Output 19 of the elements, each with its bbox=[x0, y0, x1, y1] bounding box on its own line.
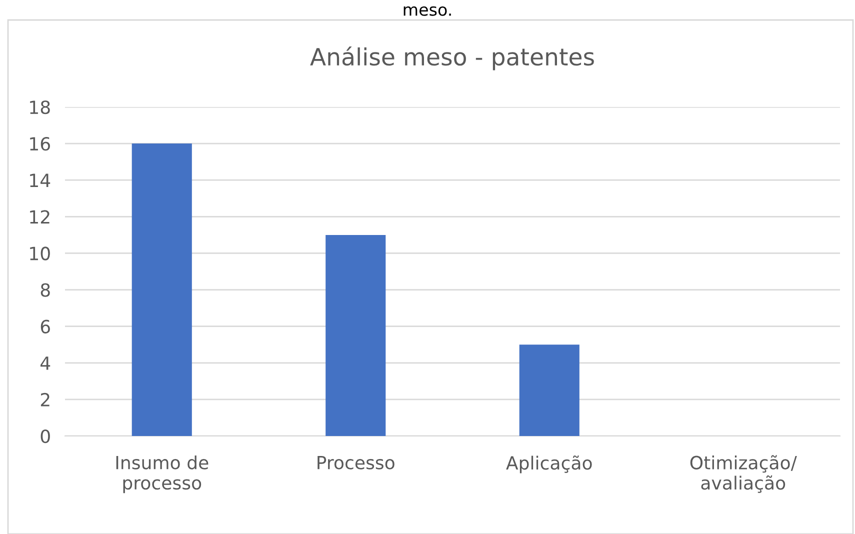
y-tick-label: 8 bbox=[40, 283, 50, 297]
y-tick-label: 0 bbox=[40, 429, 50, 444]
y-tick-label: 10 bbox=[30, 246, 50, 260]
bar bbox=[326, 234, 386, 436]
x-tick-label: Insumo de processo bbox=[116, 455, 208, 494]
y-tick-label: 12 bbox=[30, 210, 50, 224]
text: meso. bbox=[404, 6, 451, 16]
chart-title: Análise meso - patentes bbox=[310, 46, 594, 70]
bar bbox=[132, 144, 192, 436]
y-tick-label: 6 bbox=[40, 320, 50, 334]
y-tick-label: 18 bbox=[30, 100, 50, 114]
bar bbox=[519, 344, 580, 436]
y-tick-label: 4 bbox=[40, 356, 50, 370]
x-tick-label: Processo bbox=[318, 456, 394, 470]
y-tick-label: 2 bbox=[40, 392, 50, 406]
y-tick-label: 14 bbox=[30, 174, 50, 187]
x-tick-label: Aplicação bbox=[506, 455, 592, 474]
y-tick-label: 16 bbox=[30, 137, 50, 151]
x-tick-label: Otimização/ avaliação bbox=[690, 455, 797, 493]
